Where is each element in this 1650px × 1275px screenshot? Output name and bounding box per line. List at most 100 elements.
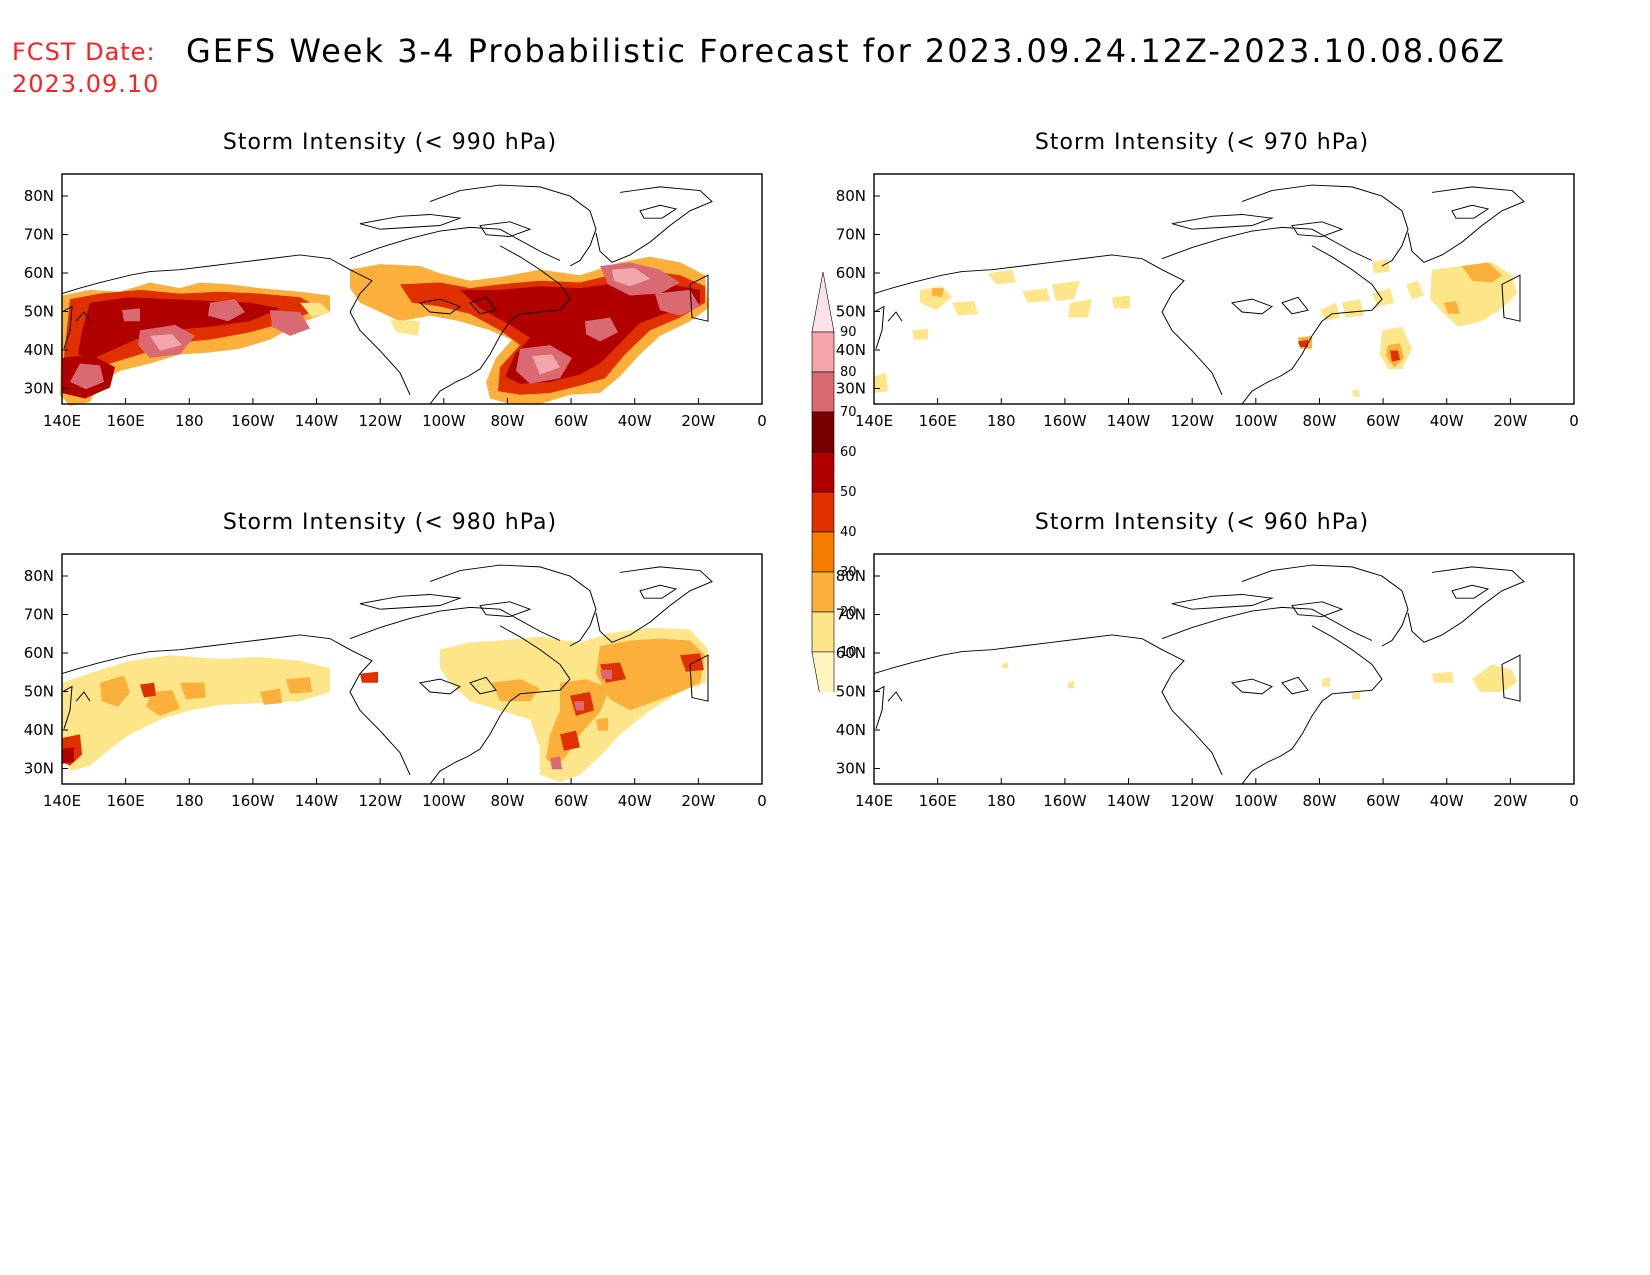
colorbar-label: 70 [840,405,857,420]
lat-label: 30N [836,380,866,398]
lon-label: 40W [618,792,652,810]
map-frame [873,173,1575,405]
lat-label: 30N [24,380,54,398]
forecast-date-block: FCST Date: 2023.09.10 [12,36,159,100]
lon-label: 0 [757,792,767,810]
lat-label: 70N [836,226,866,244]
lon-label: 40W [1430,412,1464,430]
lon-label: 20W [1493,412,1527,430]
lon-label: 0 [757,412,767,430]
lat-label: 50N [24,303,54,321]
map-960: 80N 70N 60N 50N 40N 30N 140E 160E 180 160W 140W 120… [836,553,1579,810]
lon-label: 100W [422,412,466,430]
panel-title-990: Storm Intensity (< 990 hPa) [222,130,558,155]
lat-label: 40N [24,721,54,739]
lat-label: 80N [836,187,866,205]
lon-label: 60W [1366,792,1400,810]
lon-label: 160E [919,412,957,430]
probability-shading [1002,662,1517,700]
colorbar-label: 10 [840,645,857,660]
colorbar-swatch [811,491,835,533]
lat-label: 70N [836,606,866,624]
probability-shading [62,627,708,783]
map-980: 80N 70N 60N 50N 40N 30N 140E 160E 180 160W 140W 120… [24,553,767,810]
lon-label: 80W [1302,412,1336,430]
lon-label: 180 [175,792,204,810]
colorbar-swatch [811,271,835,333]
lon-label: 80W [490,792,524,810]
lon-label: 60W [554,792,588,810]
lon-label: 140W [1107,792,1151,810]
lon-label: 120W [358,792,402,810]
lon-label: 120W [1170,412,1214,430]
lon-label: 140E [43,792,81,810]
lon-label: 140E [855,792,893,810]
colorbar-swatch [811,571,835,613]
lat-label: 40N [24,341,54,359]
lon-label: 160W [1043,792,1087,810]
lat-label: 60N [836,264,866,282]
axes: 80N 70N 60N 50N 40N 30N 140E 160E 180 160W 140W 120… [836,173,1579,430]
lat-label: 80N [836,567,866,585]
panel-title-970: Storm Intensity (< 970 hPa) [1034,130,1370,155]
lon-label: 120W [358,412,402,430]
colorbar-swatch [811,531,835,573]
lon-label: 40W [618,412,652,430]
panel-title-960: Storm Intensity (< 960 hPa) [1034,510,1370,535]
lat-label: 80N [24,187,54,205]
lon-label: 160E [107,412,145,430]
lon-label: 0 [1569,412,1579,430]
colorbar-swatch [811,651,835,713]
lon-label: 120W [1170,792,1214,810]
map-frame [61,173,763,405]
colorbar-swatch [811,611,835,653]
map-panel-960: Storm Intensity (< 960 hPa) 80N 70N 60N 50N [812,510,1579,830]
colorbar-swatch [811,411,835,453]
lon-label: 180 [175,412,204,430]
lon-label: 140W [295,412,339,430]
lon-label: 20W [681,412,715,430]
map-frame [873,553,1575,785]
fcst-date-label: FCST Date: [12,38,156,66]
map-panel-970: Storm Intensity (< 970 hPa) [812,130,1579,450]
lon-label: 20W [681,792,715,810]
lat-label: 50N [836,683,866,701]
coastlines [873,564,1525,785]
main-title: GEFS Week 3-4 Probabilistic Forecast for… [186,32,1506,70]
lon-label: 180 [987,412,1016,430]
lon-label: 160E [107,792,145,810]
lat-label: 70N [24,606,54,624]
map-970: 80N 70N 60N 50N 40N 30N 140E 160E 180 160W 140W 120… [836,173,1579,430]
colorbar-label: 40 [840,525,857,540]
axes: 80N 70N 60N 50N 40N 30N 140E 160E 180 160W 140W 120… [836,553,1579,810]
fcst-date-value: 2023.09.10 [12,70,160,98]
colorbar-swatch [811,331,835,373]
lon-label: 100W [422,792,466,810]
lon-label: 140E [43,412,81,430]
lon-label: 160E [919,792,957,810]
colorbar-label: 30 [840,565,857,580]
lat-label: 60N [836,644,866,662]
colorbar: 10 20 30 40 50 60 70 80 90 [808,271,868,713]
lon-label: 140E [855,412,893,430]
lon-label: 160W [231,792,275,810]
coastlines [61,564,713,785]
lon-label: 60W [554,412,588,430]
map-frame [61,553,763,785]
colorbar-svg: 10 20 30 40 50 60 70 80 90 [811,271,857,713]
axes: 80N 70N 60N 50N 40N 30N 140E 160E 180 160W 140W 120… [24,173,767,430]
panel-title-980: Storm Intensity (< 980 hPa) [222,510,558,535]
coastlines [873,184,1525,405]
lon-label: 80W [490,412,524,430]
map-panel-980: Storm Intensity (< 980 hPa) [0,510,767,830]
lon-label: 0 [1569,792,1579,810]
lon-label: 180 [987,792,1016,810]
axes: 80N 70N 60N 50N 40N 30N 140E 160E 180 160W 140W 120… [24,553,767,810]
lon-label: 160W [231,412,275,430]
lon-label: 100W [1234,412,1278,430]
colorbar-label: 50 [840,485,857,500]
lat-label: 80N [24,567,54,585]
lon-label: 100W [1234,792,1278,810]
lat-label: 30N [24,760,54,778]
lat-label: 50N [24,683,54,701]
